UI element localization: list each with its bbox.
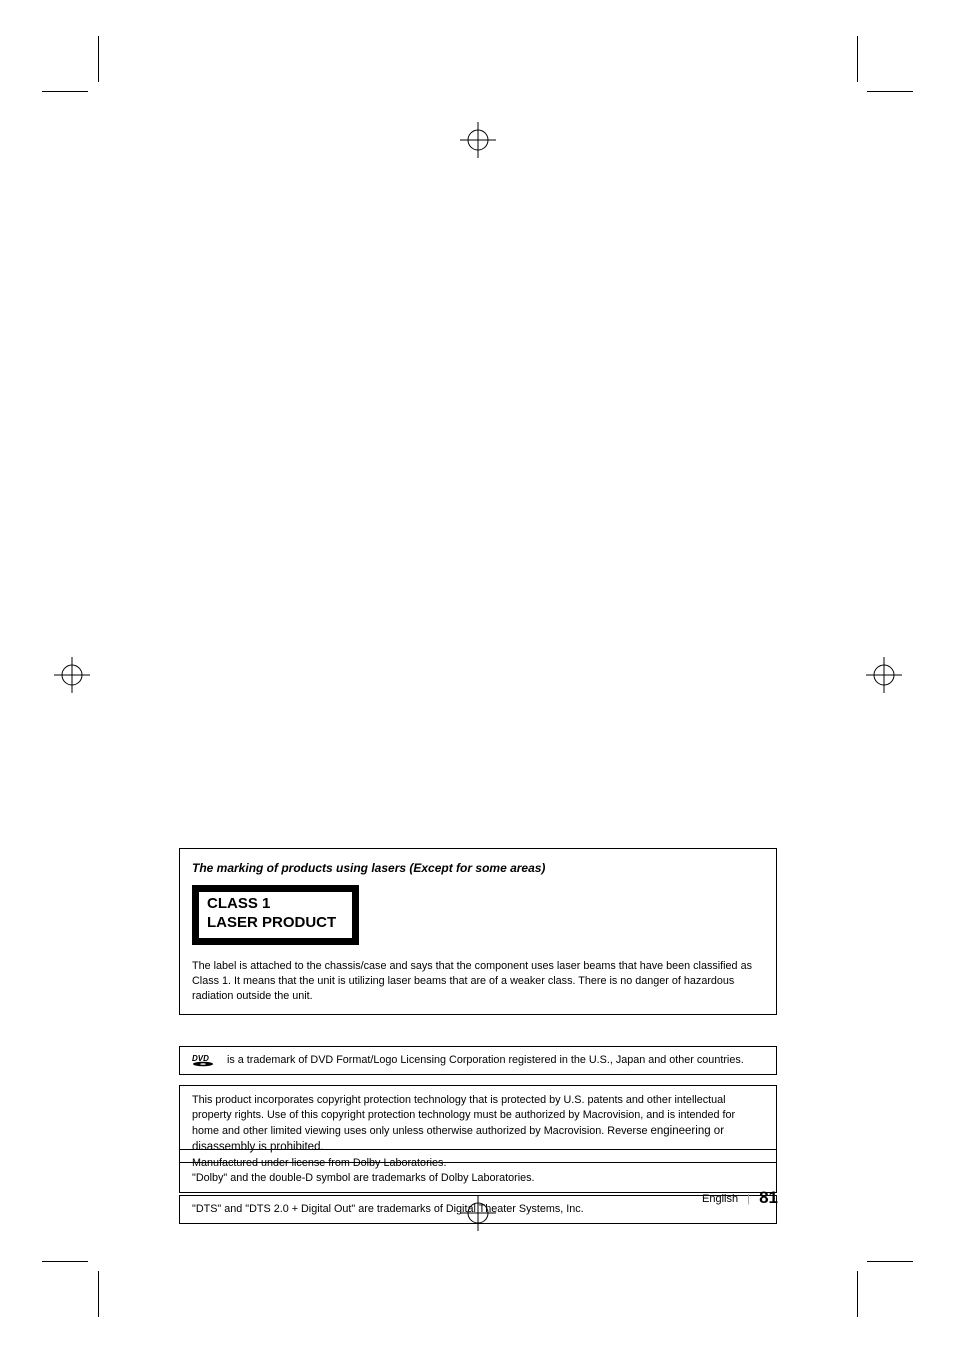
crop-mark-br-v bbox=[857, 1271, 858, 1317]
laser-product-label: CLASS 1 LASER PRODUCT bbox=[192, 885, 359, 945]
footer-lang: English bbox=[702, 1193, 738, 1205]
laser-marking-box: The marking of products using lasers (Ex… bbox=[179, 848, 777, 1015]
crop-mark-br-h bbox=[867, 1261, 913, 1262]
laser-line2: LASER PRODUCT bbox=[207, 914, 336, 933]
page-area: The marking of products using lasers (Ex… bbox=[130, 100, 825, 1250]
crop-mark-tr-v bbox=[857, 36, 858, 82]
registration-mark-left bbox=[54, 657, 90, 693]
dts-box: "DTS" and "DTS 2.0 + Digital Out" are tr… bbox=[179, 1195, 777, 1224]
laser-body: The label is attached to the chassis/cas… bbox=[192, 959, 764, 1004]
registration-mark-right bbox=[866, 657, 902, 693]
footer-divider: | bbox=[747, 1193, 750, 1205]
crop-mark-bl-h bbox=[42, 1261, 88, 1262]
dvd-trademark-box: DVD is a trademark of DVD Format/Logo Li… bbox=[179, 1046, 777, 1075]
crop-mark-bl-v bbox=[98, 1271, 99, 1317]
dvd-text: is a trademark of DVD Format/Logo Licens… bbox=[224, 1054, 744, 1066]
crop-mark-tr-h bbox=[867, 91, 913, 92]
crop-mark-tl-v bbox=[98, 36, 99, 82]
dolby-line2: "Dolby" and the double-D symbol are trad… bbox=[192, 1171, 764, 1186]
footer-page-number: 81 bbox=[759, 1188, 778, 1207]
dvd-logo-icon: DVD bbox=[192, 1053, 220, 1067]
svg-text:DVD: DVD bbox=[192, 1054, 209, 1063]
crop-mark-tl-h bbox=[42, 91, 88, 92]
laser-heading: The marking of products using lasers (Ex… bbox=[192, 861, 764, 875]
dts-text: "DTS" and "DTS 2.0 + Digital Out" are tr… bbox=[192, 1202, 764, 1217]
dolby-box: Manufactured under license from Dolby La… bbox=[179, 1149, 777, 1193]
page-footer: English | 81 bbox=[702, 1188, 778, 1208]
laser-line1: CLASS 1 bbox=[207, 895, 336, 914]
dolby-line1: Manufactured under license from Dolby La… bbox=[192, 1156, 764, 1171]
macrovision-text: This product incorporates copyright prot… bbox=[192, 1093, 764, 1155]
dvd-trademark-text: DVD is a trademark of DVD Format/Logo Li… bbox=[192, 1053, 764, 1068]
